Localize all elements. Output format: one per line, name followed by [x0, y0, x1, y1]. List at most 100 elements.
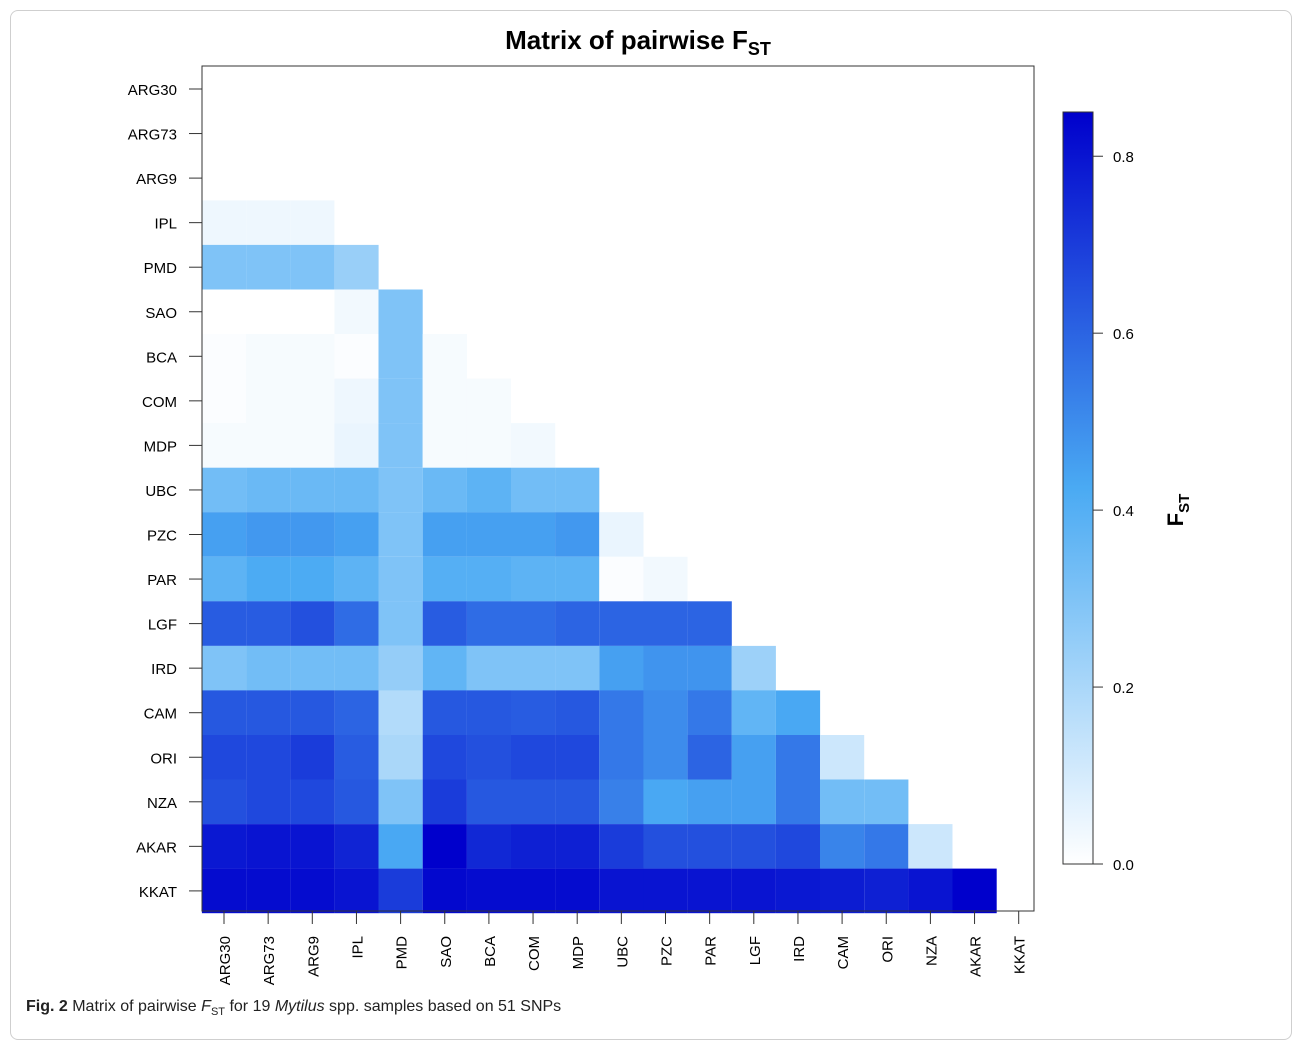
heatmap-cell-MDP-ARG9 — [290, 423, 335, 468]
x-tick-label-CAM: CAM — [835, 936, 852, 969]
heatmap-cell-NZA-COM — [511, 779, 556, 825]
heatmap-cell-PAR-PMD — [378, 556, 423, 602]
caption-fst-subscript: ST — [210, 1006, 225, 1019]
heatmap-cell-PAR-BCA — [466, 556, 511, 602]
heatmap-cell-PZC-UBC — [599, 512, 644, 557]
heatmap-cell-BCA-IPL — [334, 334, 379, 379]
heatmap-cell-ORI-IPL — [334, 735, 379, 780]
heatmap-cell-AKAR-LGF — [731, 824, 776, 869]
heatmap-cell-ORI-BCA — [466, 735, 511, 780]
heatmap-cell-ORI-PMD — [378, 735, 423, 780]
heatmap-cell-PZC-BCA — [466, 512, 511, 557]
y-tick-label-KKAT: KKAT — [139, 884, 177, 901]
heatmap-cell-CAM-ARG73 — [246, 690, 291, 735]
heatmap-cell-CAM-ARG9 — [290, 690, 335, 735]
heatmap-cell-AKAR-PAR — [687, 824, 732, 869]
caption-fst-symbol: F — [201, 998, 211, 1015]
heatmap-cell-PAR-ARG30 — [201, 556, 247, 602]
colorbar-tick-label: 0.6 — [1113, 326, 1134, 343]
heatmap-cell-PZC-COM — [511, 512, 556, 557]
y-tick-label-CAM: CAM — [144, 706, 177, 723]
y-tick-label-COM: COM — [142, 394, 177, 411]
heatmap-cell-PMD-IPL — [334, 244, 379, 290]
y-tick-label-MDP: MDP — [144, 438, 177, 455]
heatmap-cell-KKAT-MDP — [555, 868, 600, 914]
heatmap-cell-CAM-LGF — [731, 690, 776, 735]
heatmap-cell-PAR-MDP — [555, 556, 600, 602]
colorbar-title: FST — [1163, 494, 1193, 527]
heatmap-cell-IRD-ARG9 — [290, 645, 335, 691]
heatmap-cell-ARG9-ARG73 — [246, 155, 291, 201]
heatmap-cell-UBC-ARG9 — [290, 467, 335, 513]
heatmap-cell-BCA-ARG30 — [201, 334, 247, 379]
heatmap-cell-PZC-ARG73 — [246, 512, 291, 557]
y-tick-label-UBC: UBC — [145, 483, 177, 500]
y-tick-label-ARG73: ARG73 — [128, 127, 177, 144]
heatmap-cell-SAO-IPL — [334, 289, 379, 335]
heatmap-cell-NZA-ARG30 — [201, 779, 247, 825]
plot-frame — [201, 65, 1035, 912]
y-tick-label-ARG30: ARG30 — [128, 82, 177, 99]
heatmap-cell-LGF-BCA — [466, 601, 511, 646]
heatmap-cell-UBC-ARG30 — [201, 467, 247, 513]
heatmap-cell-BCA-PMD — [378, 334, 423, 379]
x-tick-label-UBC: UBC — [614, 936, 631, 968]
heatmap-cell-LGF-PAR — [687, 601, 732, 646]
heatmap-cell-ORI-CAM — [820, 735, 865, 780]
x-tick-label-ARG30: ARG30 — [217, 936, 234, 985]
x-tick-label-BCA: BCA — [482, 936, 499, 967]
heatmap-cell-MDP-IPL — [334, 423, 379, 468]
heatmap-cell-COM-ARG73 — [246, 378, 291, 424]
y-tick-label-ORI: ORI — [150, 750, 177, 767]
heatmap-cell-IRD-MDP — [555, 645, 600, 691]
heatmap-cell-AKAR-MDP — [555, 824, 600, 869]
heatmap-cell-KKAT-IPL — [334, 868, 379, 914]
heatmap-cell-AKAR-PMD — [378, 824, 423, 869]
heatmap-cell-PZC-IPL — [334, 512, 379, 557]
heatmap-cell-IPL-ARG9 — [290, 200, 335, 245]
heatmap-cell-AKAR-IPL — [334, 824, 379, 869]
x-tick-label-AKAR: AKAR — [968, 936, 985, 977]
x-tick-label-LGF: LGF — [747, 936, 764, 965]
heatmap-cell-SAO-ARG30 — [201, 289, 247, 335]
heatmap-cell-UBC-SAO — [422, 467, 467, 513]
heatmap-cell-AKAR-BCA — [466, 824, 511, 869]
x-axis: ARG30 ARG73 ARG9 IPL PMD SAO BCA COM MDP UBC PZC PA… — [217, 911, 1029, 985]
heatmap-cell-NZA-ARG73 — [246, 779, 291, 825]
heatmap-cell-UBC-COM — [511, 467, 556, 513]
y-tick-label-NZA: NZA — [147, 795, 177, 812]
y-tick-label-PZC: PZC — [147, 528, 177, 545]
heatmap-cell-KKAT-PZC — [643, 868, 688, 914]
x-tick-label-KKAT: KKAT — [1012, 936, 1029, 974]
y-tick-label-IRD: IRD — [151, 661, 177, 678]
heatmap-cell-PMD-ARG73 — [246, 244, 291, 290]
heatmap-cell-UBC-PMD — [378, 467, 423, 513]
heatmap-cell-IPL-ARG30 — [201, 200, 247, 245]
heatmap-cell-IRD-ARG73 — [246, 645, 291, 691]
x-tick-label-ARG73: ARG73 — [261, 936, 278, 985]
heatmap-cell-ORI-ARG9 — [290, 735, 335, 780]
heatmap-cell-CAM-ARG30 — [201, 690, 247, 735]
heatmap-cell-KKAT-ORI — [864, 868, 909, 914]
heatmap-cell-KKAT-ARG73 — [246, 868, 291, 914]
y-tick-label-PMD: PMD — [144, 260, 178, 277]
chart-title-subscript: ST — [748, 39, 771, 59]
colorbar-tick-label: 0.4 — [1113, 503, 1134, 520]
colorbar-tick-label: 0.0 — [1113, 857, 1134, 874]
heatmap-cell-AKAR-COM — [511, 824, 556, 869]
heatmap-cell-IRD-PMD — [378, 645, 423, 691]
x-tick-label-MDP: MDP — [570, 936, 587, 969]
heatmap-cell-MDP-ARG73 — [246, 423, 291, 468]
heatmap-cell-BCA-ARG73 — [246, 334, 291, 379]
heatmap-cell-UBC-ARG73 — [246, 467, 291, 513]
y-tick-label-SAO: SAO — [145, 305, 177, 322]
heatmap-cell-KKAT-PAR — [687, 868, 732, 914]
heatmap-cell-AKAR-ORI — [864, 824, 909, 869]
heatmap-cell-IRD-UBC — [599, 645, 644, 691]
colorbar-title-text: F — [1163, 513, 1188, 526]
heatmap-cell-CAM-UBC — [599, 690, 644, 735]
heatmap-cell-KKAT-AKAR — [952, 868, 997, 914]
heatmap-cell-LGF-ARG30 — [201, 601, 247, 646]
x-tick-label-ORI: ORI — [879, 936, 896, 963]
heatmap-cell-CAM-PZC — [643, 690, 688, 735]
